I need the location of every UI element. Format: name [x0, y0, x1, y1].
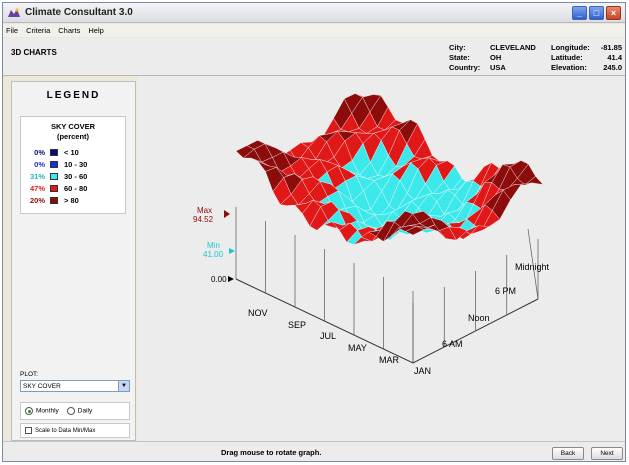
- hour-tick-label: Noon: [468, 313, 490, 323]
- minimize-button[interactable]: _: [572, 6, 587, 20]
- title-bar: Climate Consultant 3.0 _ □ ×: [3, 3, 625, 23]
- chart-header: 3D CHARTS City: State: Country: CLEVELAN…: [3, 38, 625, 76]
- legend-percent: 20%: [29, 196, 45, 205]
- page-title: 3D CHARTS: [11, 48, 57, 57]
- chevron-down-icon[interactable]: ▼: [118, 381, 129, 391]
- latitude-value: 41.4: [607, 53, 622, 62]
- menu-help[interactable]: Help: [88, 26, 104, 35]
- footer-bar: Drag mouse to rotate graph. Back Next: [3, 441, 625, 461]
- country-value: USA: [490, 63, 506, 72]
- sidebar: LEGEND SKY COVER (percent) 0% < 10 0% 10 - …: [11, 81, 136, 441]
- surface-cell: [405, 225, 425, 236]
- monthly-radio[interactable]: [25, 407, 33, 415]
- monthly-option[interactable]: Monthly: [25, 407, 59, 415]
- daily-radio[interactable]: [66, 407, 75, 415]
- close-button[interactable]: ×: [606, 6, 621, 20]
- legend-row: 20% > 80: [21, 196, 125, 206]
- min-pointer-icon: [229, 248, 235, 254]
- hour-tick-label: Midnight: [515, 262, 550, 272]
- maximize-button[interactable]: □: [589, 6, 604, 20]
- legend-swatch: [50, 149, 58, 156]
- month-tick-label: NOV: [248, 308, 268, 318]
- min-value: 41.00: [203, 250, 224, 259]
- legend-range: 30 - 60: [64, 172, 88, 181]
- legend-percent: 0%: [34, 148, 45, 157]
- state-label: State:: [449, 53, 470, 62]
- location-values: CLEVELAND OH USA: [490, 43, 536, 73]
- zero-pointer-icon: [228, 276, 234, 282]
- city-label: City:: [449, 43, 466, 52]
- legend-swatch: [50, 161, 58, 168]
- monthly-label: Monthly: [36, 407, 59, 415]
- next-button[interactable]: Next: [591, 447, 623, 460]
- hour-tick-label: 6 PM: [495, 286, 516, 296]
- location-labels: City: State: Country:: [449, 43, 480, 73]
- country-label: Country:: [449, 63, 481, 72]
- window-controls: _ □ ×: [572, 6, 621, 20]
- scale-option: Scale to Data Min/Max: [20, 423, 130, 438]
- legend-heading: SKY COVER: [50, 122, 96, 131]
- legend-swatch: [50, 197, 58, 204]
- plot-dropdown[interactable]: SKY COVER ▼: [20, 380, 130, 392]
- max-value: 94.52: [193, 215, 214, 224]
- legend-swatch: [50, 173, 58, 180]
- legend-row: 0% < 10: [21, 148, 125, 158]
- menu-charts[interactable]: Charts: [58, 26, 81, 35]
- plot-dropdown-value: SKY COVER: [23, 382, 61, 390]
- menu-file[interactable]: File: [6, 26, 19, 35]
- month-tick-label: MAR: [379, 355, 400, 365]
- plot-label: PLOT:: [20, 371, 39, 378]
- legend-range: 10 - 30: [64, 160, 88, 169]
- elevation-label: Elevation:: [551, 63, 587, 72]
- period-radio-group: Monthly Daily: [20, 402, 130, 420]
- legend-row: 0% 10 - 30: [21, 160, 125, 170]
- scale-checkbox[interactable]: [25, 427, 32, 434]
- legend-range: > 80: [64, 196, 79, 205]
- legend-range: 60 - 80: [64, 184, 88, 193]
- back-button[interactable]: Back: [552, 447, 584, 460]
- state-value: OH: [490, 53, 502, 62]
- legend-row: 31% 30 - 60: [21, 172, 125, 182]
- coordinate-values: -81.85 41.4 245.0: [597, 43, 622, 73]
- back-edge-line: [527, 228, 539, 300]
- plot-selector: PLOT: SKY COVER ▼: [20, 371, 130, 401]
- zero-label: 0.00: [211, 275, 227, 284]
- city-value: CLEVELAND: [490, 43, 536, 52]
- legend-percent: 31%: [29, 172, 45, 181]
- max-pointer-icon: [224, 210, 230, 218]
- month-tick-label: MAY: [348, 343, 367, 353]
- max-label: Max: [197, 206, 212, 215]
- latitude-label: Latitude:: [551, 53, 583, 62]
- legend-swatch: [50, 185, 58, 192]
- menu-bar: File Criteria Charts Help: [3, 24, 625, 37]
- elevation-value: 245.0: [603, 63, 622, 72]
- coordinate-labels: Longitude: Latitude: Elevation:: [551, 43, 590, 73]
- legend-row: 47% 60 - 80: [21, 184, 125, 194]
- legend-percent: 0%: [34, 160, 45, 169]
- month-tick-label: JUL: [320, 331, 336, 341]
- daily-option[interactable]: Daily: [66, 407, 93, 415]
- legend-box: SKY COVER (percent) 0% < 10 0% 10 - 30 31% 30…: [20, 116, 126, 214]
- month-tick-label: JAN: [414, 366, 431, 376]
- daily-label: Daily: [77, 407, 93, 415]
- legend-unit: (percent): [56, 132, 90, 141]
- longitude-label: Longitude:: [551, 43, 590, 52]
- longitude-value: -81.85: [600, 43, 622, 52]
- hour-tick-label: 6 AM: [442, 339, 463, 349]
- legend-range: < 10: [64, 148, 79, 157]
- menu-criteria[interactable]: Criteria: [26, 26, 51, 35]
- legend-percent: 47%: [29, 184, 45, 193]
- min-label: Min: [207, 241, 220, 250]
- legend-title: LEGEND: [46, 90, 101, 101]
- chart-canvas[interactable]: Max 94.52 Min 41.00 0.00 NOV SEP JUL MAY MAR JAN Mi…: [138, 76, 626, 441]
- base-axis-line: [235, 278, 539, 364]
- window-title: Climate Consultant 3.0: [25, 7, 133, 18]
- app-logo-icon: [8, 7, 20, 17]
- month-tick-label: SEP: [288, 320, 306, 330]
- scale-label: Scale to Data Min/Max: [35, 427, 96, 434]
- rotate-hint: Drag mouse to rotate graph.: [221, 448, 322, 457]
